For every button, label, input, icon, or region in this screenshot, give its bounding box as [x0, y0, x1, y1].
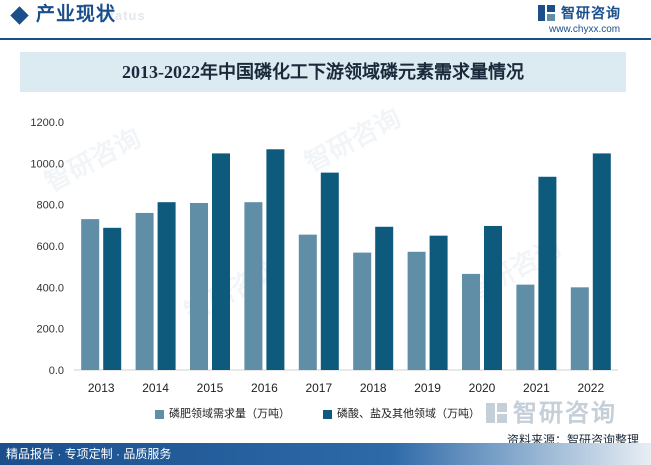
bar-acid-2018	[375, 226, 394, 370]
brand-logo-icon	[538, 5, 555, 21]
legend-label-fertilizer: 磷肥领域需求量（万吨）	[169, 408, 290, 420]
x-tick-label: 2014	[142, 381, 169, 395]
bar-fertilizer-2015	[190, 203, 208, 370]
x-tick-label: 2018	[360, 381, 387, 395]
y-tick-label: 400.0	[36, 282, 64, 294]
brand-logo-icon	[486, 403, 507, 423]
bar-acid-2016	[266, 149, 285, 370]
bar-fertilizer-2021	[516, 284, 535, 370]
footer: 精品报告 · 专项定制 · 品质服务	[0, 443, 651, 465]
bar-acid-2022	[592, 153, 611, 370]
chart-title: 2013-2022年中国磷化工下游领域磷元素需求量情况	[122, 62, 524, 82]
x-tick-label: 2019	[414, 381, 441, 395]
bar-fertilizer-2018	[353, 252, 372, 370]
bar-acid-2017	[320, 172, 339, 370]
bar-fertilizer-2014	[135, 212, 154, 370]
bar-fertilizer-2022	[570, 287, 589, 370]
y-tick-label: 200.0	[36, 324, 64, 336]
section-title: 产业现状	[36, 4, 117, 25]
x-tick-label: 2021	[523, 381, 550, 395]
y-tick-label: 600.0	[36, 241, 64, 253]
brand-watermark-name: 智研咨询	[513, 400, 617, 427]
brand: 智研咨询 www.chyxx.com	[537, 3, 637, 37]
legend-swatch-fertilizer	[155, 410, 164, 419]
bar-acid-2013	[103, 227, 122, 370]
header: Status 产业现状 智研咨询 www.chyxx.com	[0, 0, 651, 40]
y-tick-label: 800.0	[36, 200, 64, 212]
x-tick-label: 2016	[251, 381, 278, 395]
bar-acid-2020	[484, 225, 502, 370]
bar-fertilizer-2020	[462, 273, 480, 370]
bar-acid-2015	[212, 153, 230, 370]
brand-url: www.chyxx.com	[549, 24, 621, 35]
section-subtitle: Status	[100, 8, 146, 23]
y-tick-label: 1000.0	[30, 158, 64, 170]
footer-text: 精品报告 · 专项定制 · 品质服务	[6, 447, 172, 461]
bar-fertilizer-2019	[407, 251, 426, 370]
brand-name: 智研咨询	[561, 5, 621, 21]
bar-fertilizer-2013	[81, 219, 100, 370]
x-tick-label: 2017	[305, 381, 332, 395]
legend-swatch-acid	[323, 410, 332, 419]
legend-label-acid: 磷酸、盐及其他领域（万吨）	[337, 408, 480, 420]
chart-title-box: 2013-2022年中国磷化工下游领域磷元素需求量情况	[20, 52, 626, 92]
diamond-icon	[10, 6, 29, 25]
x-tick-label: 2015	[197, 381, 224, 395]
y-tick-label: 0.0	[49, 365, 64, 377]
y-tick-label: 1200.0	[30, 117, 64, 129]
bar-acid-2014	[157, 202, 176, 370]
x-tick-label: 2020	[469, 381, 496, 395]
bar-chart: 0.0 200.0 400.0 600.0 800.0 1000.0 1200.0 2013 2…	[30, 117, 618, 395]
x-tick-label: 2013	[88, 381, 115, 395]
bar-fertilizer-2017	[298, 234, 317, 370]
x-tick-label: 2022	[577, 381, 604, 395]
bar-fertilizer-2016	[244, 202, 263, 370]
bar-acid-2021	[538, 176, 557, 370]
bar-acid-2019	[429, 235, 448, 370]
header-divider	[0, 38, 651, 40]
brand-watermark: 智研咨询	[485, 400, 645, 430]
